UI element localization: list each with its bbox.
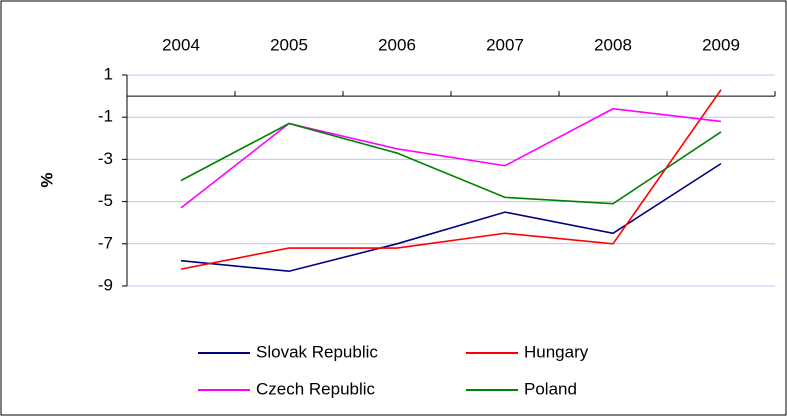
x-tick-label: 2005	[270, 35, 308, 54]
legend-label: Czech Republic	[256, 379, 376, 398]
legend-label: Slovak Republic	[256, 342, 378, 361]
series-line	[180, 89, 722, 270]
y-tick-label: -3	[98, 149, 113, 168]
legend-label: Poland	[524, 379, 577, 398]
x-tick-label: 2006	[378, 35, 416, 54]
legend-label: Hungary	[524, 342, 589, 361]
y-tick-label: -1	[98, 107, 113, 126]
x-tick-label: 2004	[162, 35, 200, 54]
y-tick-label: -9	[98, 275, 113, 294]
y-tick-label: -7	[98, 233, 113, 252]
series-line	[180, 107, 722, 209]
x-tick-label: 2008	[594, 35, 632, 54]
y-tick-label: -5	[98, 191, 113, 210]
y-axis-label: %	[37, 172, 56, 187]
x-tick-label: 2009	[702, 35, 740, 54]
x-tick-label: 2007	[486, 35, 524, 54]
series-line	[180, 122, 722, 205]
series-line	[180, 162, 722, 273]
y-tick-label: 1	[104, 64, 113, 83]
